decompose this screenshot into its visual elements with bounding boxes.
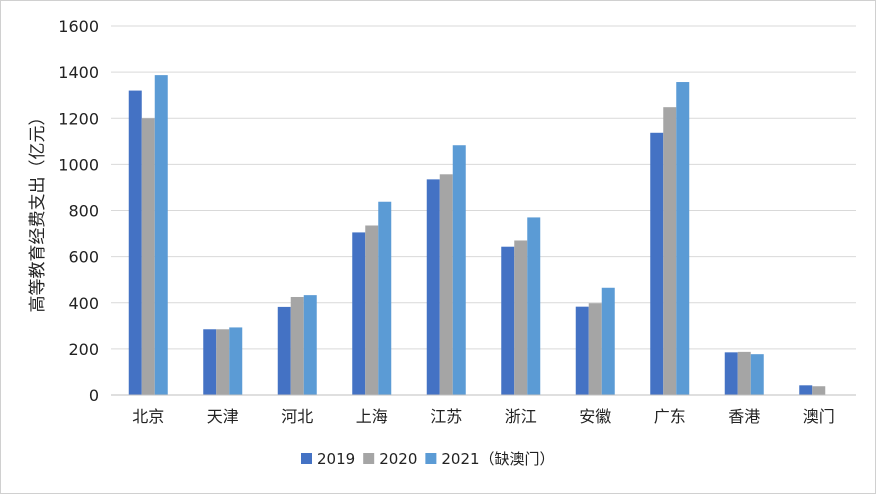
legend-swatch-2 — [425, 453, 437, 464]
bar-9-1 — [812, 386, 826, 395]
bar-9-0 — [799, 385, 813, 395]
bar-6-1 — [588, 303, 602, 395]
x-category-label: 河北 — [281, 407, 313, 426]
bar-0-0 — [128, 90, 142, 395]
bar-3-1 — [365, 225, 379, 395]
y-tick-label: 200 — [68, 340, 99, 359]
bar-4-2 — [452, 145, 466, 395]
bar-3-0 — [352, 232, 366, 395]
bar-0-2 — [154, 75, 168, 396]
y-tick-label: 1200 — [58, 109, 99, 128]
bar-0-1 — [141, 118, 155, 395]
x-category-label: 广东 — [654, 407, 686, 426]
x-category-labels: 北京 天津 河北 上海 江苏 浙江 安徽 广东 香港 澳门 — [132, 407, 835, 426]
gridlines — [111, 25, 856, 350]
x-category-label: 澳门 — [803, 407, 835, 426]
y-tick-label: 600 — [68, 248, 99, 267]
y-tick-label: 400 — [68, 294, 99, 313]
bar-7-1 — [663, 107, 677, 396]
bar-2-2 — [303, 295, 317, 395]
bar-1-1 — [216, 329, 230, 395]
x-category-label: 安徽 — [579, 407, 611, 426]
y-tick-label: 800 — [68, 202, 99, 221]
x-category-label: 上海 — [356, 407, 388, 426]
bar-1-0 — [203, 329, 217, 395]
bar-1-2 — [229, 327, 243, 395]
bar-2-1 — [290, 296, 304, 395]
y-tick-labels: 0 200 400 600 800 1000 1200 1400 1600 — [58, 17, 99, 405]
legend-label-2: 2021（缺澳门） — [441, 450, 554, 468]
y-tick-label: 1400 — [58, 63, 99, 82]
bar-8-1 — [737, 351, 751, 395]
bar-8-2 — [750, 354, 764, 395]
y-tick-label: 0 — [89, 386, 99, 405]
legend: 2019 2020 2021（缺澳门） — [301, 450, 555, 468]
y-tick-label: 1600 — [58, 17, 99, 36]
x-category-label: 浙江 — [505, 407, 537, 426]
x-category-label: 北京 — [132, 407, 164, 426]
bar-6-0 — [575, 306, 589, 395]
bar-3-2 — [378, 201, 392, 395]
bar-4-0 — [426, 179, 440, 395]
bar-5-0 — [501, 246, 515, 395]
x-category-label: 香港 — [728, 407, 760, 426]
x-category-label: 天津 — [207, 407, 239, 426]
bars — [128, 75, 826, 396]
bar-8-0 — [724, 352, 738, 395]
legend-swatch-0 — [301, 453, 312, 464]
x-category-label: 江苏 — [430, 407, 462, 426]
bar-4-1 — [439, 174, 453, 395]
bar-6-2 — [601, 287, 615, 395]
legend-label-0: 2019 — [317, 450, 355, 468]
y-axis-label: 高等教育经费支出（亿元） — [28, 109, 48, 313]
bar-7-2 — [676, 82, 690, 396]
y-tick-label: 1000 — [58, 155, 99, 174]
bar-5-1 — [514, 240, 528, 395]
bar-2-0 — [277, 306, 291, 395]
legend-swatch-1 — [363, 453, 375, 464]
bar-7-0 — [650, 132, 664, 396]
bar-5-2 — [527, 217, 541, 395]
legend-label-1: 2020 — [379, 450, 417, 468]
